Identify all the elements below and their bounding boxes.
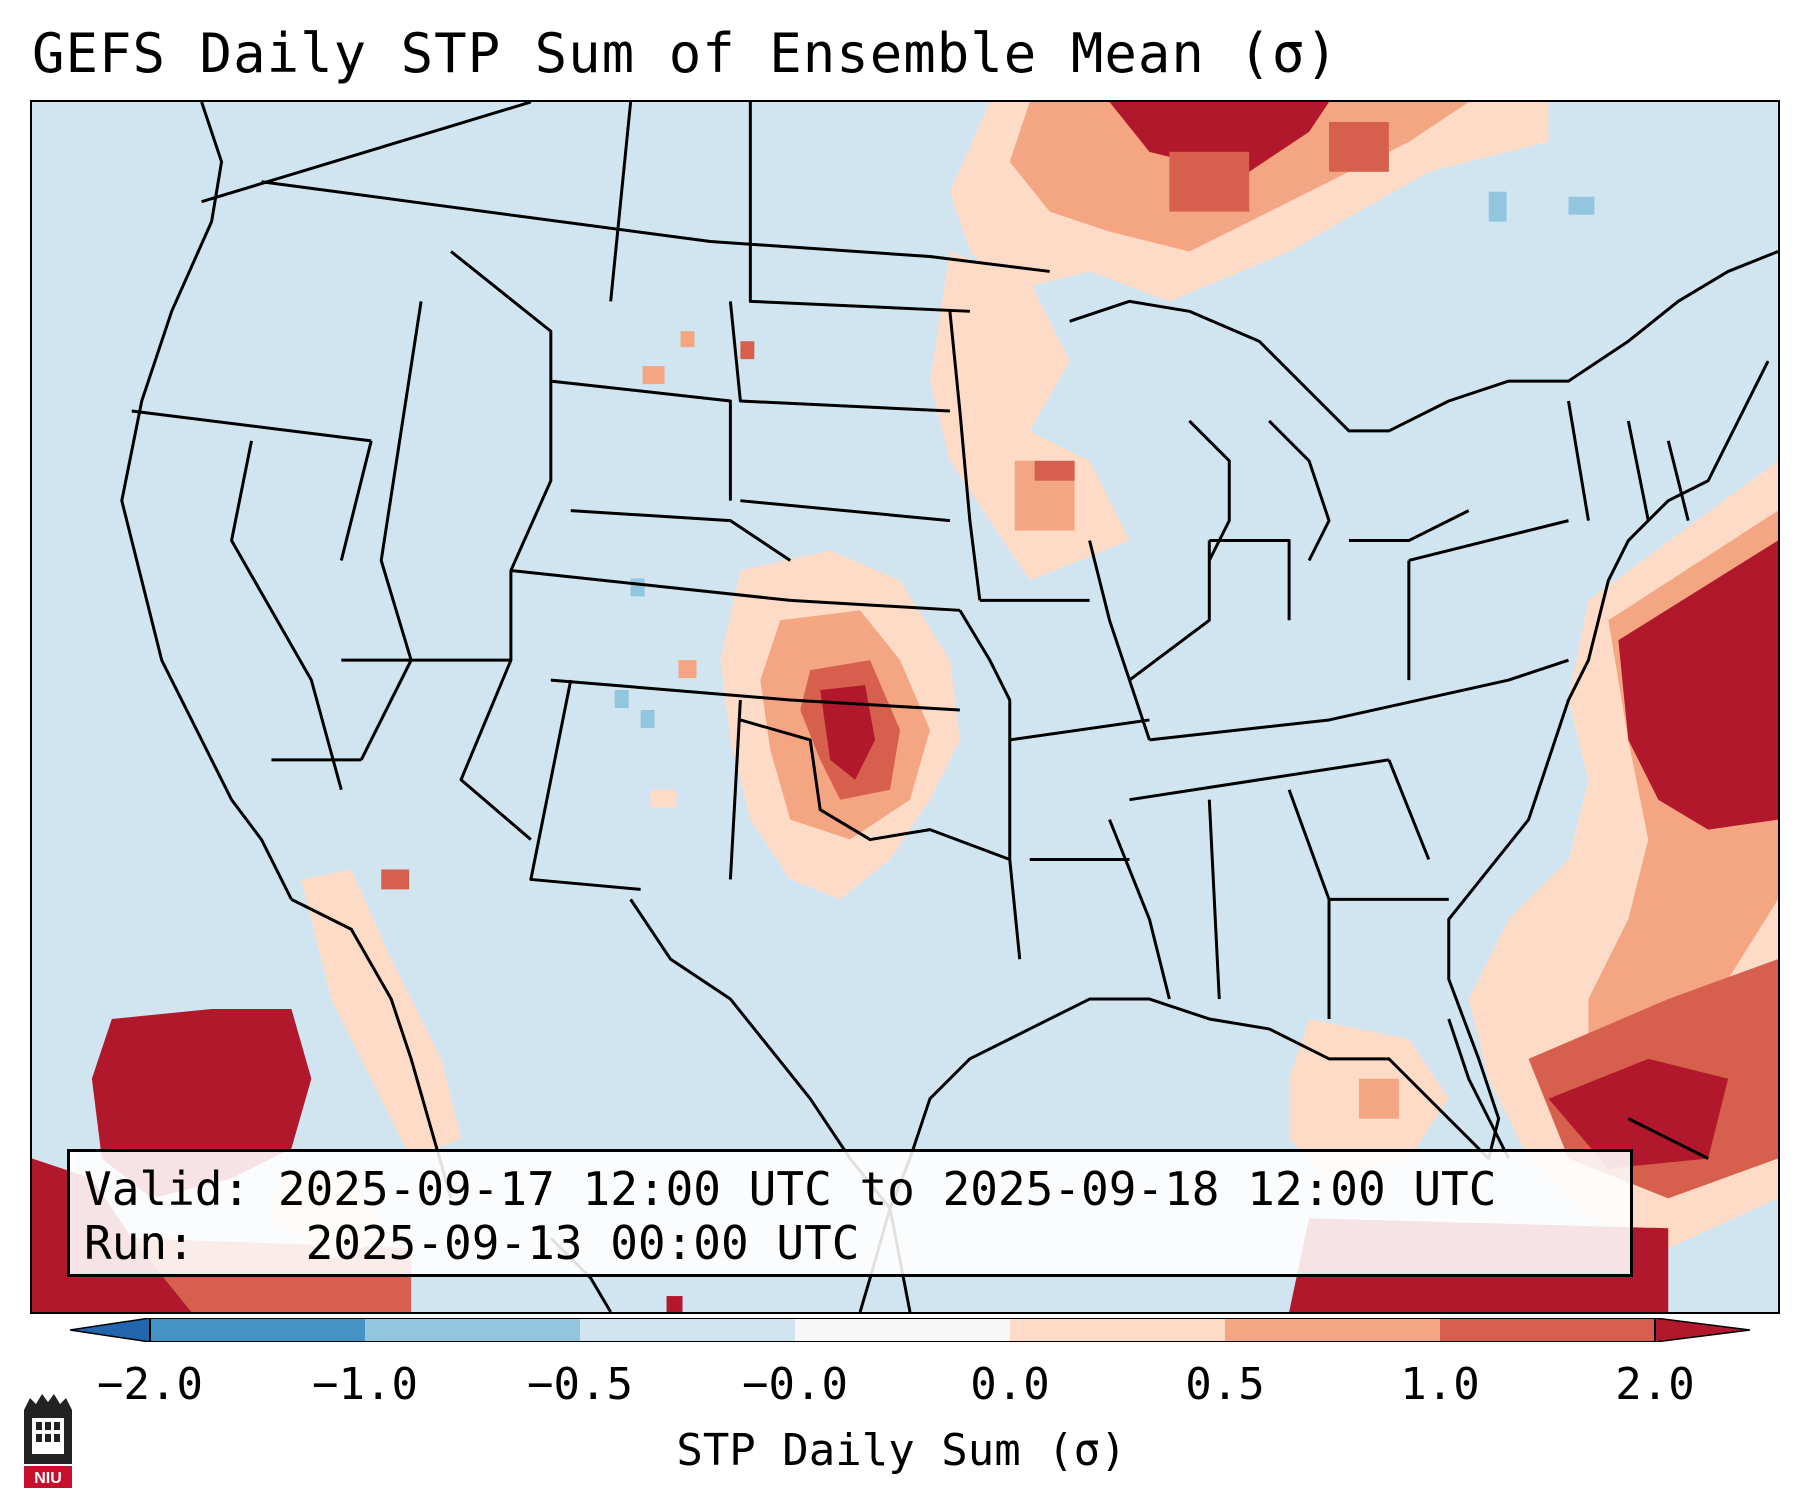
colorbar-tick: −0.0 — [742, 1359, 848, 1410]
stp-anomaly-field — [32, 102, 1778, 1312]
run-row: Run: 2025-09-13 00:00 UTC — [84, 1216, 1616, 1270]
svg-text:NIU: NIU — [34, 1470, 62, 1487]
colorbar-tick: −2.0 — [97, 1359, 203, 1410]
run-label: Run: — [84, 1216, 195, 1270]
valid-row: Valid: 2025-09-17 12:00 UTC to 2025-09-1… — [84, 1162, 1616, 1216]
valid-label: Valid: — [84, 1162, 251, 1216]
colorbar-tick: 1.0 — [1400, 1359, 1480, 1410]
colorbar-bin-5 — [1010, 1318, 1225, 1342]
colorbar — [70, 1318, 1750, 1342]
colorbar-tick: 0.0 — [970, 1359, 1050, 1410]
niu-logo-icon: NIU — [24, 1394, 72, 1488]
colorbar-label: STP Daily Sum (σ) — [676, 1425, 1127, 1476]
run-value: 2025-09-13 00:00 UTC — [305, 1216, 860, 1270]
colorbar-tick: 0.5 — [1185, 1359, 1265, 1410]
state-boundaries — [120, 102, 1778, 1312]
valid-value: 2025-09-17 12:00 UTC to 2025-09-18 12:00… — [277, 1162, 1497, 1216]
colorbar-bin-6 — [1225, 1318, 1440, 1342]
colorbar-bin-2 — [365, 1318, 580, 1342]
stp-map — [32, 102, 1778, 1312]
map-panel[interactable] — [30, 100, 1780, 1314]
colorbar-tick: −0.5 — [527, 1359, 633, 1410]
validity-info-box: Valid: 2025-09-17 12:00 UTC to 2025-09-1… — [67, 1149, 1633, 1277]
colorbar-bin-7 — [1440, 1318, 1655, 1342]
colorbar-bin-3 — [580, 1318, 795, 1342]
map-title: GEFS Daily STP Sum of Ensemble Mean (σ) — [32, 22, 1339, 85]
colorbar-extend-high — [1654, 1318, 1750, 1342]
colorbar-bin-4 — [795, 1318, 1010, 1342]
colorbar-bin-1 — [150, 1318, 365, 1342]
colorbar-tick: −1.0 — [312, 1359, 418, 1410]
colorbar-tick: 2.0 — [1615, 1359, 1695, 1410]
colorbar-extend-low — [70, 1318, 151, 1342]
